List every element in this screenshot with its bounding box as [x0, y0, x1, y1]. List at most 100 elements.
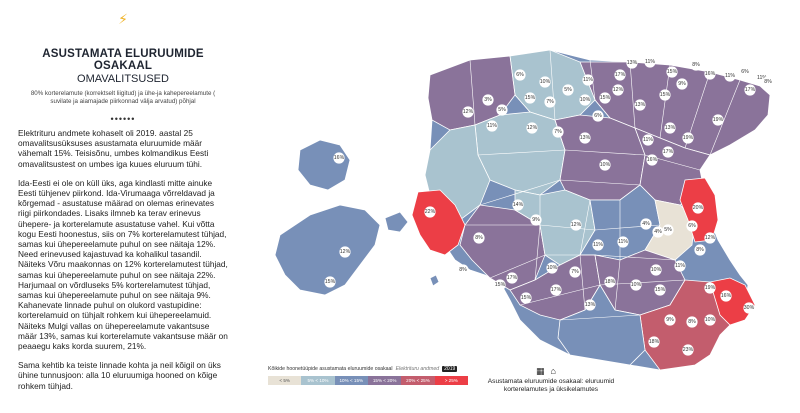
label-circle — [762, 76, 774, 88]
border-line — [589, 59, 611, 119]
percentage-label: 19% — [682, 132, 694, 144]
label-text: 19% — [683, 135, 694, 141]
percentage-label: 5% — [662, 224, 674, 236]
label-text: 17% — [507, 275, 518, 281]
label-text: 8% — [696, 247, 704, 253]
label-text: 10% — [600, 162, 611, 168]
label-circle — [704, 68, 716, 80]
label-text: 8% — [475, 235, 483, 241]
map-svg[interactable]: 13% 11%15%8%16% 11%6%11%17%8%11%17%6%10%5%… — [240, 20, 800, 385]
percentage-label: 9% — [530, 214, 542, 226]
label-text: 10% — [705, 317, 716, 323]
label-text: 17% — [615, 72, 626, 78]
legend-bin-0: < 5% — [268, 376, 302, 385]
percentage-label: 12% — [612, 84, 624, 96]
percentage-label: 9% — [664, 314, 676, 326]
label-text: 17% — [745, 87, 756, 93]
label-text: 15% — [325, 279, 336, 285]
percentage-label: 12% — [339, 246, 351, 258]
percentage-label: 9% — [676, 78, 688, 90]
label-text: 15% — [660, 92, 671, 98]
label-text: 13% — [635, 102, 646, 108]
percentage-label: 23% — [682, 344, 694, 356]
label-text: 13% — [580, 135, 591, 141]
key-label: Asustamata eluruumide osakaal: eluruumid… — [487, 378, 615, 393]
label-text: 16% — [647, 157, 658, 163]
percentage-label: 13% — [634, 99, 646, 111]
border-line — [559, 314, 641, 321]
label-text: 11% — [487, 123, 497, 129]
percentage-label: 15% — [659, 89, 671, 101]
percentage-label: 13% — [626, 57, 638, 69]
label-circle — [582, 74, 594, 86]
percentage-label: 15% — [324, 276, 336, 288]
percentage-label: 7% — [552, 126, 564, 138]
label-circle — [666, 66, 678, 78]
region-valga-blue[interactable] — [557, 284, 646, 366]
island-hiiumaa[interactable] — [297, 139, 351, 191]
legend-title-row: Kõikide hoonetüüpide asustamata eluruumi… — [268, 366, 468, 372]
border-line — [614, 200, 621, 311]
label-text: 12% — [705, 235, 716, 241]
island-ruhnu[interactable] — [429, 274, 440, 287]
border-line — [465, 224, 661, 231]
label-text: 4% — [642, 221, 650, 227]
label-circle — [604, 276, 616, 288]
label-circle — [570, 219, 582, 231]
percentage-label: 6% — [514, 69, 526, 81]
legend-bin-3: 15% < 20% — [367, 376, 402, 385]
label-text: 10% — [547, 265, 558, 271]
percentage-label: 10% — [599, 159, 611, 171]
label-circle — [324, 276, 336, 288]
house-icon: ⌂ — [550, 366, 556, 376]
percentage-label: 4% — [652, 226, 664, 238]
label-circle — [486, 120, 498, 132]
label-text: 16% — [705, 71, 716, 77]
label-circle — [599, 92, 611, 104]
label-circle — [494, 279, 506, 291]
label-text: 23% — [683, 347, 694, 353]
label-circle — [496, 104, 508, 116]
label-circle — [539, 76, 551, 88]
label-circle — [648, 336, 660, 348]
estonia-map[interactable]: 13% 11% 15% 8% 16% 11% 6% 11% 17% 8% 11% 17% 6% 10% 5%… — [240, 20, 800, 385]
label-text: 12% — [340, 249, 351, 255]
percentage-label: 18% — [648, 336, 660, 348]
percentage-label: 14% — [512, 199, 524, 211]
percentage-label: 6% — [739, 66, 751, 78]
percentage-label: 7% — [544, 96, 556, 108]
percentage-label: 19% — [712, 114, 724, 126]
label-circle — [650, 264, 662, 276]
border-line — [489, 254, 676, 279]
label-text: 10% — [540, 79, 551, 85]
label-circle — [506, 272, 518, 284]
percentage-label: 10% — [579, 94, 591, 106]
region-parnu-red[interactable] — [411, 189, 466, 256]
percentage-label: 11% — [642, 134, 654, 146]
island-saaremaa[interactable] — [274, 204, 381, 296]
label-text: 10% — [651, 267, 662, 273]
percentage-label: 16% — [704, 68, 716, 80]
label-text: 9% — [532, 217, 540, 223]
percentage-label: 7% — [569, 266, 581, 278]
label-text: 11% — [618, 239, 628, 245]
label-text: 6% — [741, 69, 749, 75]
label-circle — [682, 344, 694, 356]
label-circle — [686, 220, 698, 232]
label-text: 7% — [554, 129, 562, 135]
percentage-label: 12% — [704, 232, 716, 244]
label-text: 15% — [495, 282, 506, 288]
percentage-label: 17% — [614, 69, 626, 81]
percentage-label: 15% — [524, 92, 536, 104]
label-text: 12% — [613, 87, 624, 93]
percentage-label: 12% — [462, 106, 474, 118]
region-central-purple[interactable] — [554, 114, 646, 201]
label-text: 17% — [663, 149, 674, 155]
label-circle — [662, 146, 674, 158]
island-muhu[interactable] — [384, 211, 409, 233]
percentage-label: 15% — [654, 284, 666, 296]
percentage-label: 30% — [743, 302, 755, 314]
border-line — [469, 59, 476, 126]
percentage-label: 6% — [592, 110, 604, 122]
label-circle — [333, 152, 345, 164]
